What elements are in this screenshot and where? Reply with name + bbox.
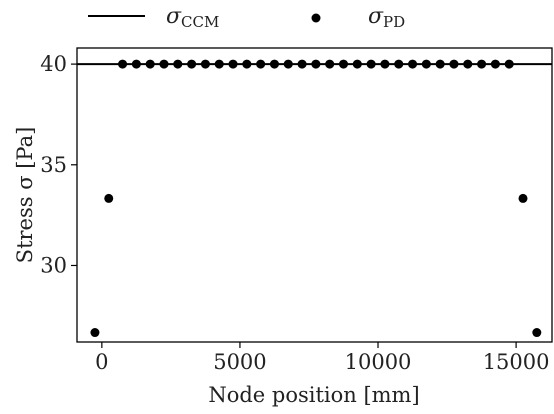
- pd-point: [214, 59, 224, 69]
- legend-label-ccm: σCCM: [166, 4, 219, 31]
- x-tick-label: 0: [95, 350, 108, 374]
- pd-point: [408, 59, 418, 69]
- pd-point: [256, 59, 266, 69]
- pd-point: [366, 59, 376, 69]
- pd-point: [118, 59, 128, 69]
- pd-point: [532, 328, 542, 338]
- pd-point: [435, 59, 445, 69]
- pd-point: [490, 59, 500, 69]
- x-tick-label: 10000: [345, 350, 412, 374]
- pd-point: [421, 59, 431, 69]
- y-tick-label: 30: [40, 253, 67, 277]
- pd-point: [380, 59, 390, 69]
- pd-point: [394, 59, 404, 69]
- plot-area: [77, 59, 552, 338]
- plot-frame: [76, 47, 553, 343]
- x-axis: 0 5000 10000 15000: [95, 342, 550, 374]
- x-tick-label: 5000: [213, 350, 266, 374]
- pd-point: [145, 59, 155, 69]
- pd-point: [504, 59, 514, 69]
- legend: σCCM σPD: [88, 4, 405, 31]
- pd-point: [173, 59, 183, 69]
- pd-point: [200, 59, 210, 69]
- pd-point: [283, 59, 293, 69]
- y-axis: 30 35 40: [40, 52, 77, 277]
- y-tick-label: 35: [40, 153, 67, 177]
- pd-point: [159, 59, 169, 69]
- pd-point: [242, 59, 252, 69]
- x-axis-label: Node position [mm]: [208, 383, 419, 407]
- legend-marker-swatch: [311, 13, 321, 23]
- pd-point: [131, 59, 141, 69]
- pd-point: [463, 59, 473, 69]
- pd-point: [518, 193, 528, 203]
- pd-point: [338, 59, 348, 69]
- pd-point: [269, 59, 279, 69]
- pd-point: [187, 59, 197, 69]
- legend-label-pd: σPD: [368, 4, 405, 31]
- pd-point: [477, 59, 487, 69]
- pd-point: [325, 59, 335, 69]
- pd-point: [449, 59, 459, 69]
- pd-point: [311, 59, 321, 69]
- pd-point: [352, 59, 362, 69]
- pd-point: [90, 328, 100, 338]
- y-tick-label: 40: [40, 52, 67, 76]
- pd-point: [228, 59, 238, 69]
- x-tick-label: 15000: [483, 350, 550, 374]
- y-axis-label: Stress σ [Pa]: [13, 127, 37, 264]
- pd-point: [297, 59, 307, 69]
- pd-point: [104, 193, 114, 203]
